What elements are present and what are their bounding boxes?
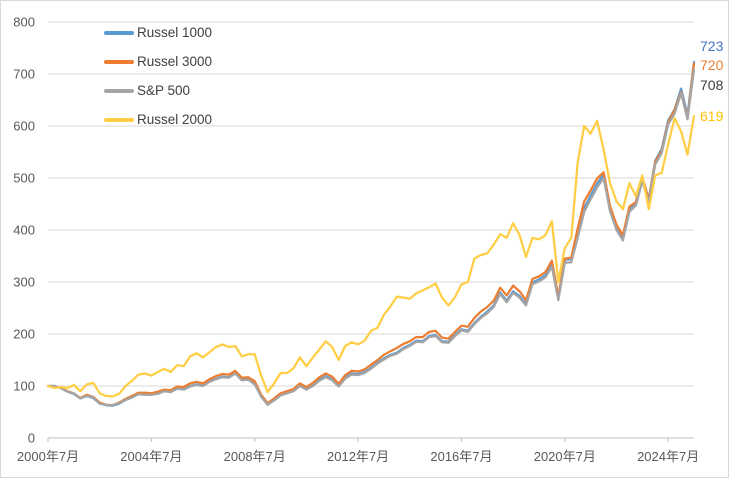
x-tick-label: 2024年7月	[637, 449, 699, 464]
y-tick-label: 400	[13, 223, 35, 238]
y-tick-label: 800	[13, 15, 35, 30]
legend-label-russel-1000: Russel 1000	[137, 25, 213, 40]
end-value-russel-3000: 720	[700, 57, 724, 74]
series-line-s-p-500	[46, 68, 696, 407]
end-value-russel-2000: 619	[700, 108, 724, 125]
y-tick-label: 0	[28, 431, 35, 446]
y-tick-label: 600	[13, 119, 35, 134]
y-tick-label: 300	[13, 275, 35, 290]
y-tick-label: 500	[13, 171, 35, 186]
legend-swatch-sp-500	[104, 88, 134, 93]
chart-legend: Russel 1000 Russel 3000 S&P 500 Russel 2…	[104, 18, 212, 134]
legend-item-russel-1000[interactable]: Russel 1000	[104, 18, 212, 47]
y-tick-label: 200	[13, 327, 35, 342]
legend-swatch-russel-2000	[104, 117, 134, 122]
x-tick-label: 2020年7月	[534, 449, 596, 464]
legend-label-sp-500: S&P 500	[137, 83, 191, 98]
legend-label-russel-2000: Russel 2000	[137, 112, 213, 127]
x-tick-label: 2004年7月	[120, 449, 182, 464]
series-line-russel-2000	[46, 114, 696, 398]
y-tick-label: 700	[13, 67, 35, 82]
end-value-sp-500: 708	[700, 76, 724, 93]
x-tick-label: 2012年7月	[327, 449, 389, 464]
legend-item-russel-3000[interactable]: Russel 3000	[104, 47, 212, 76]
legend-item-sp-500[interactable]: S&P 500	[104, 76, 212, 105]
x-tick-label: 2016年7月	[430, 449, 492, 464]
x-tick-label: 2008年7月	[224, 449, 286, 464]
series-line-russel-3000	[46, 62, 696, 407]
x-tick-label: 2000年7月	[17, 449, 79, 464]
y-tick-label: 100	[13, 379, 35, 394]
legend-label-russel-3000: Russel 3000	[137, 54, 213, 69]
end-value-russel-1000: 723	[700, 37, 724, 54]
legend-swatch-russel-1000	[104, 30, 134, 35]
legend-item-russel-2000[interactable]: Russel 2000	[104, 105, 212, 134]
legend-swatch-russel-3000	[104, 59, 134, 64]
